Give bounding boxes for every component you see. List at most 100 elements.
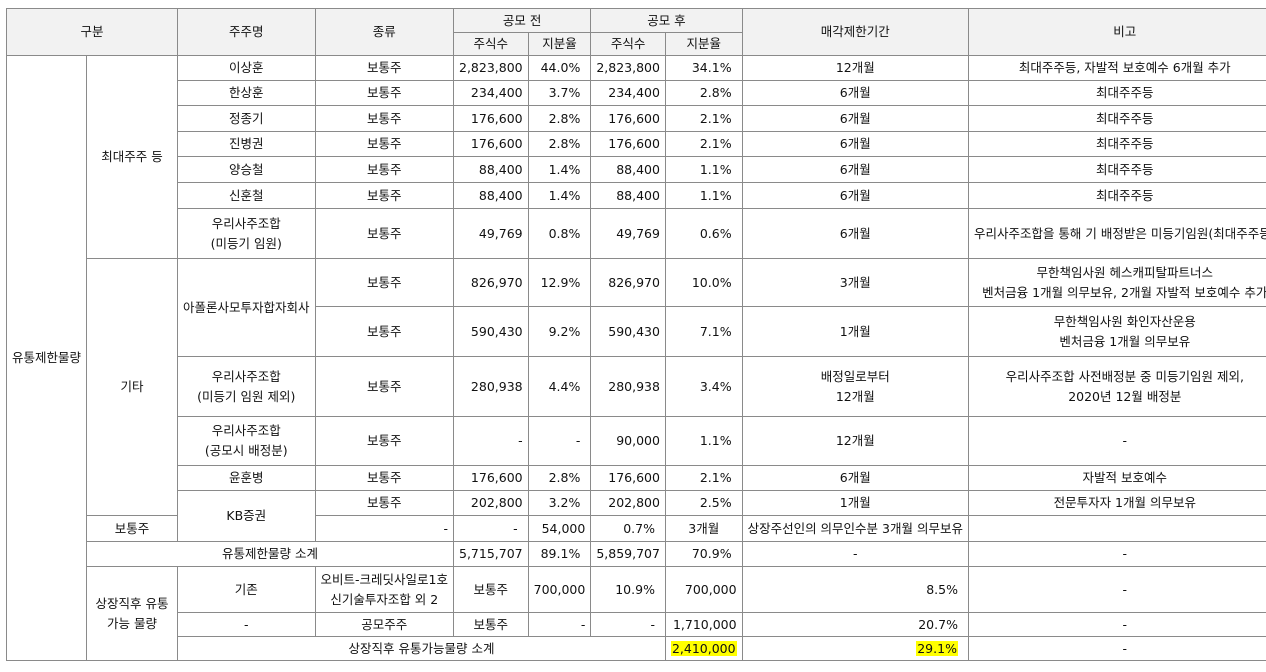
table-row: 우리사주조합 (미등기 임원) 보통주 49,769 0.8% 49,769 0…: [7, 208, 1266, 259]
shareholder-name: 진병권: [177, 131, 316, 157]
lockup-period: 12개월: [741, 416, 969, 466]
header-ratio-before: 지분율: [527, 32, 592, 56]
ratio-before: 3.7%: [527, 80, 592, 106]
note-line1: 무한책임사원 헤스캐피탈파트너스: [1036, 264, 1214, 280]
share-type: 보통주: [314, 306, 455, 357]
shares-before: -: [453, 416, 529, 466]
ratio-before: 89.1%: [527, 541, 592, 567]
highlight-mark: 2,410,000: [670, 640, 737, 656]
shareholder-name: 우리사주조합 (공모시 배정분): [177, 416, 316, 466]
shares-before: 826,970: [453, 258, 529, 307]
lockup-period: 3개월: [741, 258, 969, 307]
ratio-before: 3.2%: [527, 490, 592, 516]
shares-after: 49,769: [590, 208, 666, 259]
share-type: 보통주: [453, 566, 529, 613]
shareholder-name-line1: 우리사주조합: [211, 368, 281, 384]
shares-before: 2,823,800: [453, 55, 529, 81]
ratio-after: 34.1%: [664, 55, 743, 81]
share-type: 보통주: [314, 356, 455, 417]
lockup-period: 1개월: [741, 490, 969, 516]
header-lockup: 매각제한기간: [741, 8, 969, 56]
note: 최대주주등: [967, 156, 1266, 183]
ratio-before: 10.9%: [590, 566, 666, 613]
shares-after: 234,400: [590, 80, 666, 106]
share-type: 보통주: [314, 55, 455, 81]
shareholder-name-line2: (미등기 임원 제외): [197, 388, 296, 404]
ratio-before: 2.8%: [527, 465, 592, 491]
header-type: 종류: [314, 8, 455, 56]
table-row: 유통제한물량 최대주주 등 이상훈 보통주 2,823,800 44.0% 2,…: [5, 55, 1266, 661]
share-type: 보통주: [314, 258, 455, 307]
ratio-before: -: [453, 515, 529, 542]
shares-after: 280,938: [590, 356, 666, 417]
shares-before: 202,800: [453, 490, 529, 516]
shareholder-name: 윤훈병: [177, 465, 316, 491]
note-line2: 2020년 12월 배정분: [1068, 388, 1182, 404]
shares-before: 176,600: [453, 131, 529, 157]
group-other: 기타: [86, 258, 179, 516]
shares-after: 590,430: [590, 306, 666, 357]
ratio-after: 3.4%: [664, 356, 743, 417]
shareholder-name-line1: 우리사주조합: [211, 423, 281, 438]
lockup-period: 3개월: [664, 515, 743, 542]
table-row: 기타 아폴론사모투자합자회사 보통주 826,970 12.9% 826,970…: [7, 258, 1266, 516]
shares-before: 280,938: [453, 356, 529, 417]
shares-before: 176,600: [453, 105, 529, 132]
shares-before: -: [314, 515, 455, 542]
shareholder-name: 아폴론사모투자합자회사: [177, 258, 316, 357]
table-row: 진병권 보통주 176,600 2.8% 176,600 2.1% 6개월 최대…: [7, 131, 1266, 157]
subtotal-label: 유통제한물량 소계: [86, 541, 454, 567]
group-dash: -: [177, 612, 316, 637]
table-row: KB증권 보통주 202,800 3.2% 202,800 2.5% 1개월 전…: [7, 490, 1266, 542]
lockup-period: 6개월: [741, 465, 969, 491]
shareholder-name: 우리사주조합 (미등기 임원): [177, 208, 316, 259]
note: 우리사주조합 사전배정분 중 미등기임원 제외, 2020년 12월 배정분: [967, 356, 1266, 417]
shares-after: 90,000: [590, 416, 666, 466]
ratio-after: 1.1%: [664, 416, 743, 466]
group-existing: 기존: [177, 566, 316, 613]
shareholder-name: 우리사주조합 (미등기 임원 제외): [177, 356, 316, 417]
note: -: [967, 541, 1266, 567]
shareholder-name-line1: 우리사주조합: [211, 215, 281, 231]
shares-after: 176,600: [590, 131, 666, 157]
lockup-period: 6개월: [741, 208, 969, 259]
shares-before: 5,715,707: [453, 541, 529, 567]
table-row: 정종기 보통주 176,600 2.8% 176,600 2.1% 6개월 최대…: [7, 105, 1266, 132]
note-line2: 벤처금융 1개월 의무보유, 2개월 자발적 보호예수 추가: [982, 284, 1266, 300]
note: 우리사주조합을 통해 기 배정받은 미등기임원(최대주주등): [967, 208, 1266, 259]
table-row: 양승철 보통주 88,400 1.4% 88,400 1.1% 6개월 최대주주…: [7, 156, 1266, 183]
table-row: 신훈철 보통주 88,400 1.4% 88,400 1.1% 6개월 최대주주…: [7, 182, 1266, 209]
ratio-before: 2.8%: [527, 131, 592, 157]
note: 최대주주등, 자발적 보호예수 6개월 추가: [967, 55, 1266, 81]
note-line2: 벤처금융 1개월 의무보유: [1059, 333, 1191, 349]
ratio-after: 1.1%: [664, 156, 743, 183]
shareholder-name: 신훈철: [177, 182, 316, 209]
share-type: 보통주: [314, 490, 455, 516]
shares-after: 826,970: [590, 258, 666, 307]
shareholder-name: KB증권: [177, 490, 316, 542]
ratio-after: 2.1%: [664, 131, 743, 157]
ratio-after: 0.6%: [664, 208, 743, 259]
shareholder-name-line1: 오비트-크레딧사일로1호: [320, 571, 448, 587]
lockup-period: -: [967, 612, 1266, 637]
table-row: - 공모주주 보통주 - - 1,710,000 20.7% - -: [7, 612, 1266, 637]
share-type: 보통주: [314, 182, 455, 209]
share-type: 보통주: [314, 80, 455, 106]
shares-before: 49,769: [453, 208, 529, 259]
shareholder-lockup-table: 구분 주주명 종류 공모 전 공모 후 매각제한기간 비고 주식수 지분율 주식…: [5, 8, 1266, 661]
group-tradable: 상장직후 유통가능 물량: [86, 566, 179, 661]
shares-after: 700,000: [664, 566, 743, 613]
lockup-period: 배정일로부터 12개월: [741, 356, 969, 417]
ratio-before: -: [590, 612, 666, 637]
shareholder-name-line2: (미등기 임원): [210, 235, 282, 251]
ratio-after: 20.7%: [741, 612, 969, 637]
ratio-after: 10.0%: [664, 258, 743, 307]
group-restricted: 유통제한물량: [5, 55, 88, 661]
shares-after: 176,600: [590, 105, 666, 132]
lockup-line2: 12개월: [835, 388, 875, 404]
shares-after: 88,400: [590, 156, 666, 183]
header-ratio-after: 지분율: [664, 32, 743, 56]
shares-before: 700,000: [527, 566, 592, 613]
lockup-period: 6개월: [741, 182, 969, 209]
note: 상장주선인의 의무인수분 3개월 의무보유: [741, 515, 969, 542]
